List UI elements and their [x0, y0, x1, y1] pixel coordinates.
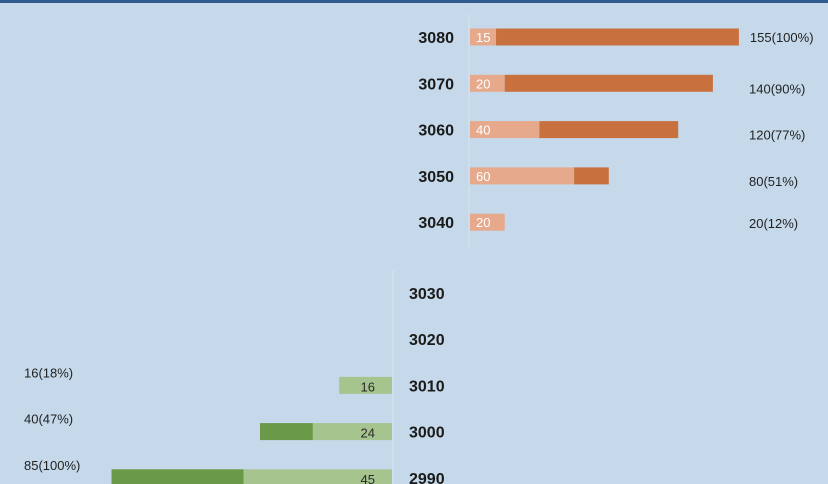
total-label: 20(12%) [749, 216, 798, 231]
bar-segment [312, 423, 392, 441]
bar-segment [504, 74, 713, 92]
total-label: 85(100%) [24, 458, 80, 473]
bar-value-label: 20 [476, 76, 490, 91]
bar-segment [111, 469, 244, 484]
bar-segment [243, 469, 392, 484]
total-label: 16(18%) [24, 365, 73, 380]
bar-segment [496, 28, 739, 46]
bar-value-label: 24 [361, 426, 375, 441]
bar-segment [470, 167, 575, 185]
category-label: 3070 [418, 76, 454, 93]
total-label: 40(47%) [24, 412, 73, 427]
category-label: 3000 [409, 425, 445, 442]
total-label: 120(77%) [749, 128, 805, 143]
category-label: 3040 [418, 215, 454, 232]
bar-segment [470, 121, 540, 139]
category-label: 2990 [409, 471, 445, 484]
bar-value-label: 16 [361, 379, 375, 394]
bar-segment [574, 167, 609, 185]
category-label: 3050 [418, 169, 454, 186]
bar-segment [470, 213, 505, 231]
bar-segment [339, 376, 392, 394]
bar-value-label: 40 [476, 123, 490, 138]
bar-value-label: 60 [476, 169, 490, 184]
top-border-line [0, 0, 828, 3]
bar-segment [260, 423, 313, 441]
bar-segment [470, 74, 505, 92]
bar-value-label: 20 [476, 215, 490, 230]
bar-value-label: 15 [476, 30, 490, 45]
bar-segment [470, 28, 497, 46]
bar-value-label: 45 [361, 472, 375, 484]
category-label: 3060 [418, 123, 454, 140]
total-label: 80(51%) [749, 174, 798, 189]
bar-segment [539, 121, 679, 139]
category-label: 3010 [409, 378, 445, 395]
category-label: 3030 [409, 286, 445, 303]
category-label: 3080 [418, 30, 454, 47]
category-label: 3020 [409, 332, 445, 349]
total-label: 140(90%) [749, 81, 805, 96]
total-label: 155(100%) [750, 30, 814, 45]
